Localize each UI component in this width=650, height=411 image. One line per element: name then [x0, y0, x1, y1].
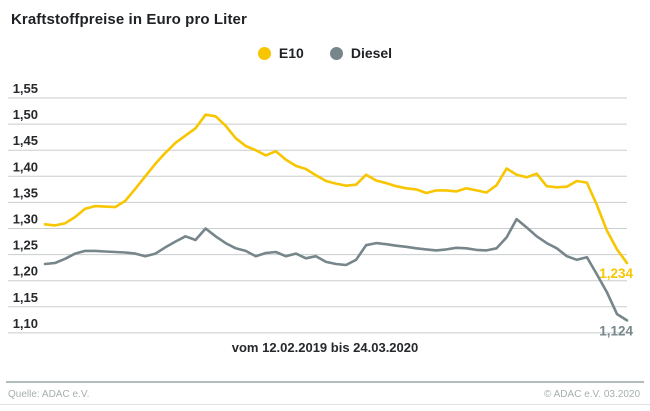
footer-bottom-line — [0, 404, 650, 405]
y-tick-label: 1,45 — [13, 133, 38, 148]
y-tick-label: 1,10 — [13, 316, 38, 331]
y-tick-label: 1,30 — [13, 212, 38, 227]
legend-label-e10: E10 — [278, 45, 304, 61]
y-tick-label: 1,25 — [13, 238, 38, 253]
legend-item-diesel: Diesel — [329, 45, 393, 61]
diesel-end-value-label: 1,124 — [599, 323, 633, 338]
page-title: Kraftstoffpreise in Euro pro Liter — [11, 11, 247, 28]
chart-legend: E10 Diesel — [0, 45, 650, 61]
x-axis-caption: vom 12.02.2019 bis 24.03.2020 — [231, 340, 419, 355]
footer-copyright: © ADAC e.V. 03.2020 — [544, 389, 640, 400]
legend-item-e10: E10 — [257, 45, 304, 61]
y-tick-label: 1,55 — [13, 81, 38, 96]
y-tick-label: 1,35 — [13, 185, 38, 200]
e10-line — [43, 113, 629, 265]
diesel-line — [43, 217, 629, 322]
footer-source: Quelle: ADAC e.V. — [8, 389, 90, 400]
diesel-color-dot-icon — [329, 46, 343, 60]
y-tick-label: 1,40 — [13, 159, 38, 174]
y-tick-label: 1,50 — [13, 107, 38, 122]
footer-separator — [6, 381, 644, 383]
e10-end-value-label: 1,234 — [599, 266, 633, 281]
y-tick-label: 1,15 — [13, 290, 38, 305]
y-tick-label: 1,20 — [13, 264, 38, 279]
e10-color-dot-icon — [257, 46, 271, 60]
legend-label-diesel: Diesel — [350, 45, 393, 61]
